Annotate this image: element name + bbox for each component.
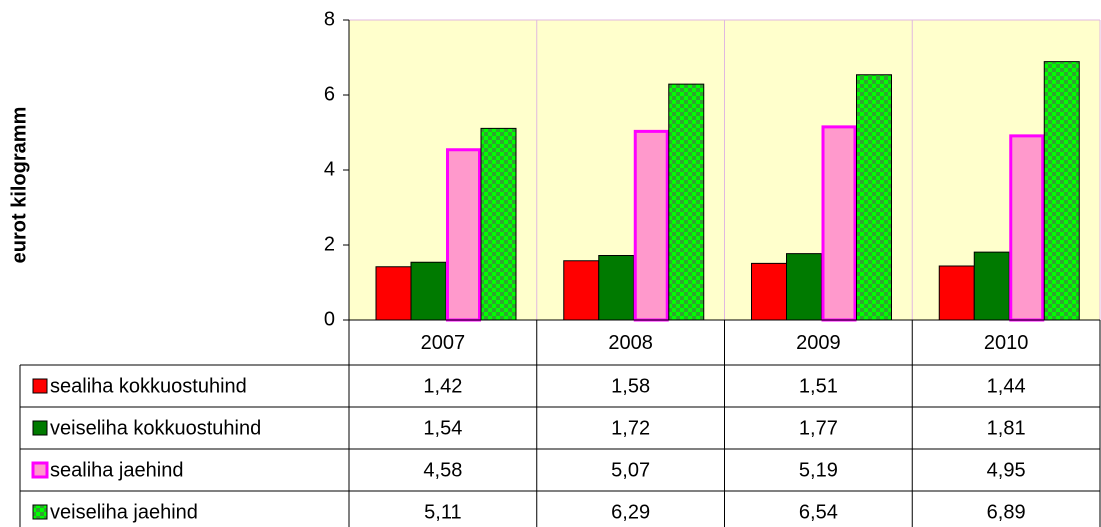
bar	[410, 261, 447, 321]
legend-label: sealiha kokkuostuhind	[50, 375, 247, 397]
table-value: 1,58	[611, 375, 650, 397]
table-value: 5,07	[611, 459, 650, 481]
table-value: 5,11	[424, 501, 461, 523]
legend-label: veiseliha kokkuostuhind	[50, 417, 261, 439]
table-value: 1,77	[799, 417, 838, 439]
bar	[375, 266, 412, 321]
bar	[1009, 134, 1045, 322]
y-tick-label: 4	[324, 158, 335, 180]
table-value: 6,29	[611, 501, 650, 523]
table-value: 1,54	[423, 417, 462, 439]
bar	[563, 260, 600, 321]
x-tick-label: 2010	[984, 332, 1029, 354]
legend-label: veiseliha jaehind	[50, 501, 198, 523]
legend-key	[32, 378, 48, 394]
y-tick-label: 0	[324, 308, 335, 330]
bar	[633, 129, 669, 322]
table-value: 5,19	[799, 459, 838, 481]
table-value: 1,81	[987, 417, 1026, 439]
bar	[1043, 61, 1080, 321]
table-value: 1,44	[987, 375, 1026, 397]
bar	[786, 253, 822, 321]
table-value: 6,54	[799, 501, 838, 523]
table-value: 4,95	[987, 459, 1026, 481]
bar	[751, 262, 787, 321]
bar	[668, 83, 705, 321]
y-axis-title: eurot kilogramm	[8, 107, 30, 264]
x-tick-label: 2009	[796, 332, 841, 354]
x-tick-label: 2007	[421, 332, 466, 354]
y-tick-label: 8	[324, 8, 335, 30]
y-tick-label: 6	[324, 83, 335, 105]
x-tick-label: 2008	[608, 332, 653, 354]
legend-key	[32, 420, 48, 436]
legend-key	[31, 461, 49, 479]
legend-label: sealiha jaehind	[50, 459, 183, 481]
bar	[973, 251, 1010, 321]
table-value: 1,42	[423, 375, 462, 397]
legend-key	[32, 504, 48, 520]
table-value: 4,58	[423, 459, 462, 481]
bar	[446, 148, 481, 322]
bar	[598, 255, 635, 321]
bar	[938, 265, 975, 321]
table-value: 1,51	[799, 375, 838, 397]
y-tick-label: 2	[324, 233, 335, 255]
table-value: 1,72	[611, 417, 650, 439]
bar	[856, 74, 892, 321]
table-value: 6,89	[987, 501, 1026, 523]
bar	[821, 125, 857, 322]
bar	[480, 127, 517, 321]
